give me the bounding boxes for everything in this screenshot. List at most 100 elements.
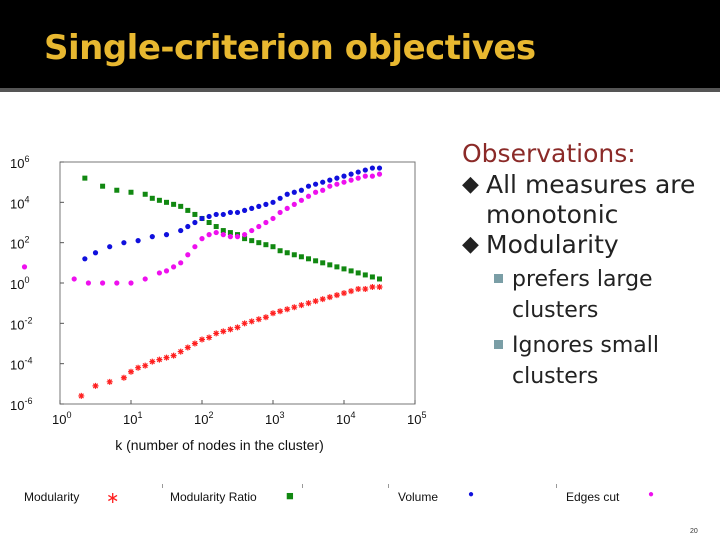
data-point-modularity-ratio xyxy=(348,268,354,274)
data-point-modularity-ratio xyxy=(277,248,283,254)
data-point-edges-cut xyxy=(256,223,262,230)
subitem-text: prefers large clusters xyxy=(512,267,653,323)
data-point-edges-cut xyxy=(348,177,354,183)
data-point-modularity-ratio xyxy=(178,203,184,209)
data-point-modularity xyxy=(234,324,241,331)
data-point-modularity xyxy=(142,362,149,369)
data-point-volume xyxy=(220,211,226,218)
legend-tick xyxy=(302,484,303,488)
legend-tick xyxy=(388,484,389,488)
x-tick-label: 105 xyxy=(407,410,426,427)
data-point-modularity xyxy=(184,344,191,351)
data-point-volume xyxy=(82,256,88,262)
data-point-edges-cut xyxy=(341,179,347,185)
data-point-modularity-ratio xyxy=(270,244,276,250)
observation-text: Modularity xyxy=(486,230,619,259)
data-point-modularity xyxy=(241,320,248,327)
data-point-modularity xyxy=(319,296,326,303)
data-point-edges-cut xyxy=(213,229,219,236)
data-point-edges-cut xyxy=(376,171,383,177)
data-point-modularity-ratio xyxy=(369,274,375,280)
x-tick-label: 101 xyxy=(123,410,142,427)
data-point-modularity xyxy=(333,292,340,299)
data-point-edges-cut xyxy=(305,193,312,199)
data-point-modularity xyxy=(199,336,205,343)
data-point-modularity-ratio xyxy=(192,211,198,217)
diamond-bullet-icon: ◆ xyxy=(462,232,479,257)
data-point-edges-cut xyxy=(355,175,361,181)
data-point-modularity-ratio xyxy=(313,258,319,264)
data-point-modularity-ratio xyxy=(82,175,88,181)
data-point-modularity-ratio xyxy=(306,256,311,262)
y-tick-label: 104 xyxy=(10,194,29,211)
data-point-edges-cut xyxy=(242,232,248,238)
data-point-modularity-ratio xyxy=(149,195,155,201)
data-point-modularity-ratio xyxy=(298,254,304,260)
data-point-modularity-ratio xyxy=(171,201,177,207)
data-point-modularity xyxy=(248,318,255,325)
legend-circle-icon: ● xyxy=(468,489,475,500)
legend-label-edges-cut: Edges cut xyxy=(566,490,620,504)
data-point-modularity xyxy=(305,300,312,307)
data-point-volume xyxy=(249,205,255,211)
data-point-modularity xyxy=(355,286,362,293)
data-point-modularity xyxy=(149,358,156,365)
data-point-modularity xyxy=(220,328,227,335)
data-point-modularity xyxy=(106,378,113,385)
data-point-edges-cut xyxy=(163,268,170,274)
observation-item: ◆ All measures are monotonic xyxy=(462,170,712,230)
data-point-modularity-ratio xyxy=(142,191,148,197)
y-tick-label: 10-2 xyxy=(10,315,32,332)
diamond-bullet-icon: ◆ xyxy=(462,172,479,197)
data-point-modularity xyxy=(277,308,284,315)
legend-label-volume: Volume xyxy=(398,490,439,504)
data-point-volume xyxy=(270,199,276,205)
legend-label-modularity: Modularity xyxy=(24,490,80,504)
observations-panel: Observations: ◆ All measures are monoton… xyxy=(462,138,712,392)
data-point-volume xyxy=(178,227,184,234)
x-axis-label: k (number of nodes in the cluster) xyxy=(115,437,324,453)
data-point-modularity xyxy=(284,306,291,313)
data-point-edges-cut xyxy=(249,227,255,234)
data-point-volume xyxy=(206,213,212,220)
data-point-modularity-ratio xyxy=(263,242,269,248)
data-point-volume xyxy=(185,223,191,230)
chart-legend: Modularity ∗ Modularity Ratio ■ Volume ●… xyxy=(0,482,720,512)
data-point-modularity-ratio xyxy=(341,266,347,272)
data-point-modularity xyxy=(120,374,127,381)
data-point-edges-cut xyxy=(192,244,198,250)
data-point-volume xyxy=(213,211,219,218)
data-point-modularity xyxy=(213,330,220,337)
data-point-modularity xyxy=(78,392,85,399)
data-point-volume xyxy=(107,244,113,250)
data-point-edges-cut xyxy=(369,173,375,179)
data-point-edges-cut xyxy=(320,187,326,193)
data-point-volume xyxy=(376,165,383,171)
observation-subitem: Ignores small clusters xyxy=(462,330,712,392)
data-point-volume xyxy=(242,207,248,213)
data-point-volume xyxy=(135,238,141,244)
data-point-edges-cut xyxy=(298,197,304,203)
plot-frame xyxy=(59,161,416,405)
legend-square-icon: ■ xyxy=(286,488,294,503)
data-point-modularity xyxy=(341,290,347,297)
scatter-chart: 100 101 102 103 104 105 10-6 10-4 10-2 100 102 104 1… xyxy=(10,154,426,453)
data-point-edges-cut xyxy=(156,270,162,276)
data-point-modularity xyxy=(156,356,163,363)
data-point-modularity-ratio xyxy=(227,230,233,236)
y-tick-label: 106 xyxy=(10,154,29,171)
data-point-volume xyxy=(334,175,340,181)
data-point-modularity xyxy=(362,286,369,293)
observations-heading: Observations: xyxy=(462,139,636,168)
legend-tick xyxy=(556,484,557,488)
data-point-modularity-ratio xyxy=(284,250,290,256)
data-point-modularity-ratio xyxy=(362,272,368,278)
data-point-modularity-ratio xyxy=(291,252,297,258)
data-point-volume xyxy=(355,169,361,175)
observation-subitem: prefers large clusters xyxy=(462,264,712,326)
data-point-modularity-ratio xyxy=(334,264,340,270)
legend-label-modularity-ratio: Modularity Ratio xyxy=(170,490,257,504)
data-point-edges-cut xyxy=(171,264,177,270)
page-number: 20 xyxy=(690,528,698,535)
data-point-edges-cut xyxy=(185,252,191,258)
